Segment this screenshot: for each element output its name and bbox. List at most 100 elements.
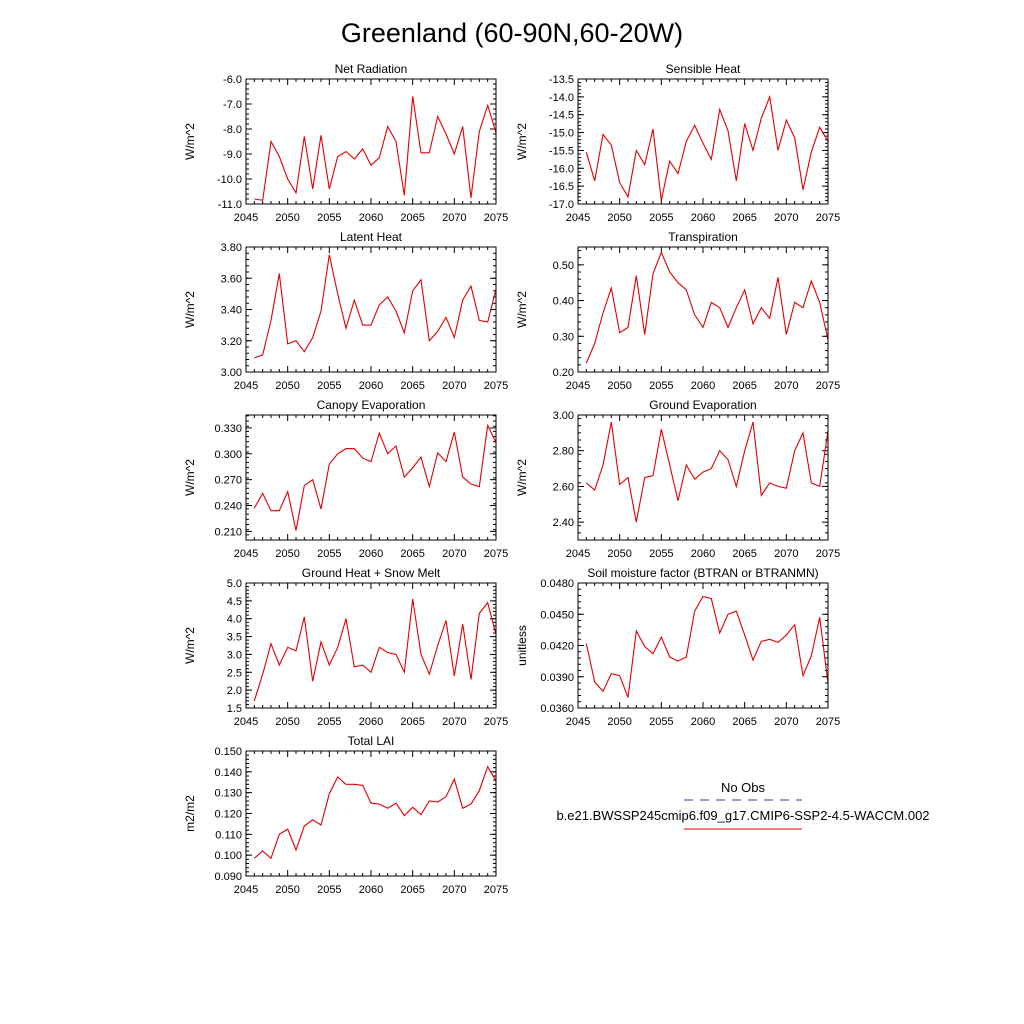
- y-tick-label: 0.240: [214, 501, 242, 513]
- x-tick-label: 2045: [234, 380, 258, 392]
- plot-frame: [577, 582, 829, 709]
- x-tick-label: 2075: [484, 212, 508, 224]
- panel-4: Canopy Evaporation W/m^2 0.330 0.300 0.270 0.…: [183, 398, 508, 560]
- y-tick-label: 3.80: [221, 242, 242, 254]
- x-tick-label: 2055: [649, 548, 673, 560]
- x-tick-label: 2045: [234, 212, 258, 224]
- y-tick-label: 5.0: [227, 578, 242, 590]
- x-tick-label: 2060: [359, 212, 383, 224]
- x-tick-label: 2060: [691, 212, 715, 224]
- y-axis-label: W/m^2: [515, 459, 529, 496]
- x-tick-label: 2065: [732, 212, 756, 224]
- x-tick-label: 2065: [400, 884, 424, 896]
- x-tick-label: 2050: [275, 212, 299, 224]
- x-tick-label: 2065: [400, 716, 424, 728]
- y-tick-label: 0.0420: [540, 641, 574, 653]
- y-tick-label: 0.140: [214, 767, 242, 779]
- panel-title: Transpiration: [668, 230, 738, 244]
- y-tick-label: -15.5: [549, 145, 574, 157]
- x-tick-label: 2045: [566, 212, 590, 224]
- y-tick-label: 3.60: [221, 273, 242, 285]
- series-line: [254, 254, 497, 359]
- plot-frame: [245, 78, 497, 205]
- y-tick-label: 4.0: [227, 614, 242, 626]
- x-tick-label: 2075: [816, 380, 840, 392]
- panel-title: Total LAI: [348, 734, 395, 748]
- x-tick-label: 2045: [234, 884, 258, 896]
- x-tick-label: 2050: [607, 716, 631, 728]
- x-tick-label: 2065: [400, 380, 424, 392]
- y-tick-label: 0.120: [214, 809, 242, 821]
- panel-title: Net Radiation: [335, 62, 408, 76]
- figure-title: Greenland (60-90N,60-20W): [341, 18, 683, 48]
- x-tick-label: 2070: [442, 716, 466, 728]
- y-axis-label: W/m^2: [515, 291, 529, 328]
- y-axis-label: W/m^2: [183, 123, 197, 160]
- y-tick-label: -9.0: [223, 149, 242, 161]
- x-tick-label: 2065: [400, 212, 424, 224]
- y-tick-label: 0.330: [214, 423, 242, 435]
- panel-2: Latent Heat W/m^2 3.80 3.60 3.40 3.20 3.002045…: [183, 230, 508, 392]
- y-tick-label: 3.00: [553, 410, 574, 422]
- series-line: [254, 96, 497, 201]
- x-tick-label: 2065: [732, 548, 756, 560]
- y-tick-label: -17.0: [549, 199, 574, 211]
- plot-frame: [577, 246, 829, 373]
- y-axis-label: W/m^2: [183, 459, 197, 496]
- x-tick-label: 2075: [816, 548, 840, 560]
- x-tick-label: 2075: [484, 380, 508, 392]
- y-tick-label: 0.100: [214, 850, 242, 862]
- x-tick-label: 2065: [400, 548, 424, 560]
- plot-frame: [577, 78, 829, 205]
- panel-1: Sensible Heat W/m^2 -13.5 -14.0 -14.5 -15.0 -1…: [515, 62, 840, 224]
- panel-5: Ground Evaporation W/m^2 3.00 2.80 2.60 2.40 2…: [515, 398, 840, 560]
- y-tick-label: 2.5: [227, 667, 242, 679]
- y-tick-label: -8.0: [223, 124, 242, 136]
- y-tick-label: 0.210: [214, 526, 242, 538]
- plot-frame: [245, 246, 497, 373]
- series-line: [253, 599, 497, 702]
- y-tick-label: 0.150: [214, 746, 242, 758]
- x-tick-label: 2045: [566, 548, 590, 560]
- series-line: [253, 765, 497, 860]
- x-tick-label: 2060: [359, 548, 383, 560]
- x-tick-label: 2070: [442, 212, 466, 224]
- y-tick-label: 0.130: [214, 788, 242, 800]
- y-tick-label: 0.0360: [540, 703, 574, 715]
- x-tick-label: 2070: [774, 212, 798, 224]
- x-tick-label: 2060: [359, 380, 383, 392]
- panel-title: Sensible Heat: [666, 62, 741, 76]
- legend-label-obs: No Obs: [721, 780, 766, 795]
- y-tick-label: 0.30: [553, 331, 574, 343]
- y-axis-label: W/m^2: [183, 627, 197, 664]
- x-tick-label: 2050: [275, 716, 299, 728]
- panel-title: Latent Heat: [340, 230, 403, 244]
- y-tick-label: 0.300: [214, 449, 242, 461]
- panel-title: Ground Evaporation: [649, 398, 756, 412]
- x-tick-label: 2060: [691, 716, 715, 728]
- x-tick-label: 2055: [317, 212, 341, 224]
- x-tick-label: 2050: [607, 380, 631, 392]
- y-tick-label: -15.0: [549, 128, 574, 140]
- y-axis-label: W/m^2: [515, 123, 529, 160]
- y-tick-label: 0.270: [214, 475, 242, 487]
- series-line: [585, 421, 829, 523]
- y-tick-label: 0.0390: [540, 672, 574, 684]
- y-tick-label: 4.5: [227, 596, 242, 608]
- x-tick-label: 2065: [732, 380, 756, 392]
- x-tick-label: 2060: [691, 548, 715, 560]
- panel-title: Soil moisture factor (BTRAN or BTRANMN): [587, 566, 818, 580]
- y-tick-label: 2.0: [227, 685, 242, 697]
- x-tick-label: 2070: [442, 380, 466, 392]
- y-tick-label: -10.0: [217, 174, 242, 186]
- x-tick-label: 2070: [774, 716, 798, 728]
- x-tick-label: 2075: [816, 716, 840, 728]
- y-tick-label: 0.50: [553, 260, 574, 272]
- x-tick-label: 2075: [816, 212, 840, 224]
- series-line: [585, 94, 829, 201]
- y-tick-label: -13.5: [549, 74, 574, 86]
- legend-label-model: b.e21.BWSSP245cmip6.f09_g17.CMIP6-SSP2-4…: [556, 808, 929, 823]
- x-tick-label: 2045: [234, 716, 258, 728]
